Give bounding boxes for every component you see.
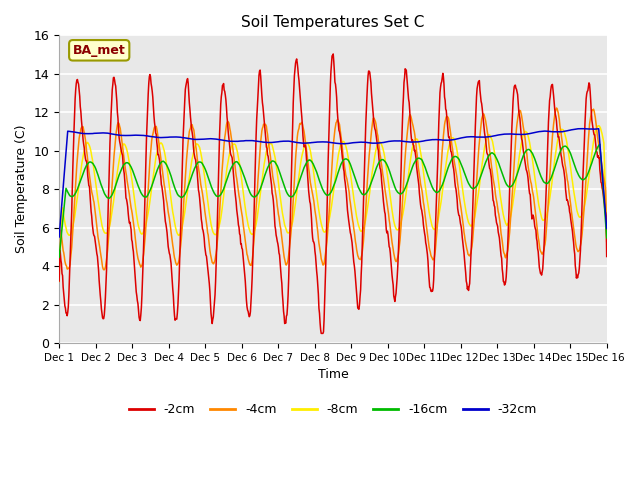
X-axis label: Time: Time <box>317 368 348 381</box>
Title: Soil Temperatures Set C: Soil Temperatures Set C <box>241 15 424 30</box>
Legend: -2cm, -4cm, -8cm, -16cm, -32cm: -2cm, -4cm, -8cm, -16cm, -32cm <box>124 398 542 421</box>
Text: BA_met: BA_met <box>73 44 125 57</box>
Y-axis label: Soil Temperature (C): Soil Temperature (C) <box>15 125 28 253</box>
